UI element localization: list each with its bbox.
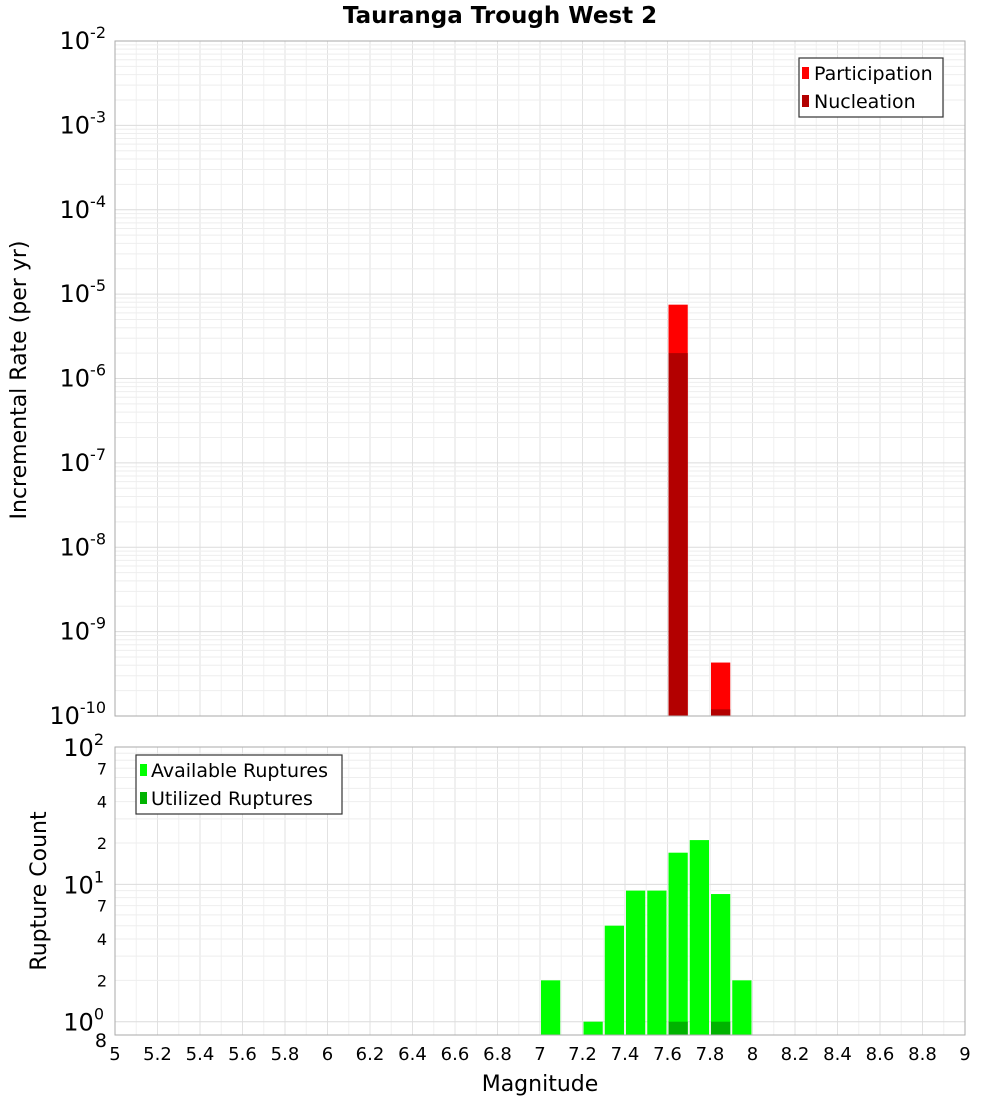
x-tick-label: 6.6 <box>441 1044 470 1065</box>
x-tick-label: 7.6 <box>653 1044 682 1065</box>
x-tick-label: 9 <box>959 1044 970 1065</box>
x-tick-label: 8.8 <box>908 1044 937 1065</box>
x-tick-label: 6.4 <box>398 1044 427 1065</box>
chart-title: Tauranga Trough West 2 <box>343 3 657 29</box>
x-tick-label: 8.2 <box>781 1044 810 1065</box>
bottom-y-axis-label: Rupture Count <box>27 811 52 971</box>
top-bar-nucleation <box>711 709 731 716</box>
bottom-bar-available-ruptures <box>668 852 688 1035</box>
top-legend: Participation Nucleation <box>798 57 944 118</box>
top-plot-border <box>114 40 966 717</box>
bottom-y-tick-label: 102 <box>63 730 104 762</box>
bottom-y-minor-tick-label: 8 <box>95 1030 107 1052</box>
bottom-bar-available-ruptures <box>604 925 624 1035</box>
x-tick-label: 6 <box>322 1044 333 1065</box>
x-tick-label: 7.4 <box>611 1044 640 1065</box>
bottom-y-tick-label: 101 <box>63 867 104 899</box>
legend-label-available-ruptures: Available Ruptures <box>151 760 328 782</box>
bottom-legend: Available Ruptures Utilized Ruptures <box>135 754 343 815</box>
x-tick-label: 7 <box>534 1044 545 1065</box>
bottom-bar-available-ruptures <box>647 890 667 1035</box>
x-tick-label: 6.2 <box>356 1044 385 1065</box>
bottom-y-minor-tick-label: 2 <box>97 971 107 990</box>
bottom-y-minor-tick-label: 4 <box>97 793 107 812</box>
top-y-tick-label: 10-10 <box>49 698 106 730</box>
bottom-bar-available-ruptures <box>711 894 731 1035</box>
x-tick-label: 8 <box>747 1044 758 1065</box>
bottom-y-minor-tick-label: 2 <box>97 834 107 853</box>
top-bar-participation <box>711 662 731 716</box>
x-tick-label: 5.4 <box>186 1044 215 1065</box>
top-chart: 10-2 10-3 10-4 10-5 10-6 10-7 10-8 10-9 10-10 Par… <box>49 23 966 730</box>
top-y-tick-label: 10-4 <box>60 192 107 224</box>
x-tick-label: 5.8 <box>271 1044 300 1065</box>
x-tick-label: 5 <box>109 1044 120 1065</box>
bottom-bar-utilized-ruptures <box>668 1021 688 1035</box>
bottom-plot-border <box>114 746 966 1036</box>
x-axis-label: Magnitude <box>482 1072 599 1097</box>
bottom-bar-available-ruptures <box>541 980 561 1035</box>
bottom-legend-box <box>135 754 343 815</box>
bottom-bar-available-ruptures <box>626 890 646 1035</box>
legend-label-utilized-ruptures: Utilized Ruptures <box>151 788 313 810</box>
top-y-tick-label: 10-3 <box>60 107 107 139</box>
x-tick-label: 7.8 <box>696 1044 725 1065</box>
legend-swatch-participation <box>802 67 809 79</box>
top-y-tick-label: 10-2 <box>60 23 107 55</box>
legend-swatch-available-ruptures <box>140 764 147 776</box>
top-y-tick-label: 10-8 <box>60 529 107 561</box>
top-legend-box <box>798 57 944 118</box>
bottom-bar-available-ruptures <box>732 980 752 1035</box>
legend-label-nucleation: Nucleation <box>814 91 916 113</box>
x-tick-label: 8.6 <box>866 1044 895 1065</box>
top-y-tick-label: 10-7 <box>60 445 107 477</box>
bottom-bar-available-ruptures <box>583 1021 603 1035</box>
top-y-tick-label: 10-5 <box>60 276 107 308</box>
legend-swatch-utilized-ruptures <box>140 792 147 804</box>
top-y-tick-label: 10-9 <box>60 614 107 646</box>
x-tick-label: 5.6 <box>228 1044 257 1065</box>
bottom-y-tick-label: 100 <box>63 1005 104 1037</box>
legend-label-participation: Participation <box>814 63 933 85</box>
x-tick-label: 5.2 <box>143 1044 172 1065</box>
x-tick-label: 6.8 <box>483 1044 512 1065</box>
bottom-y-minor-tick-label: 7 <box>97 759 107 778</box>
bottom-bar-available-ruptures <box>689 840 709 1035</box>
bottom-y-minor-tick-label: 7 <box>97 897 107 916</box>
top-y-axis-label: Incremental Rate (per yr) <box>7 241 32 520</box>
x-tick-label: 8.4 <box>823 1044 852 1065</box>
bottom-y-minor-tick-label: 4 <box>97 930 107 949</box>
top-bar-nucleation <box>668 353 688 716</box>
top-y-tick-label: 10-6 <box>60 361 107 393</box>
x-tick-label: 7.2 <box>568 1044 597 1065</box>
legend-swatch-nucleation <box>802 95 809 107</box>
bottom-bar-utilized-ruptures <box>711 1021 731 1035</box>
